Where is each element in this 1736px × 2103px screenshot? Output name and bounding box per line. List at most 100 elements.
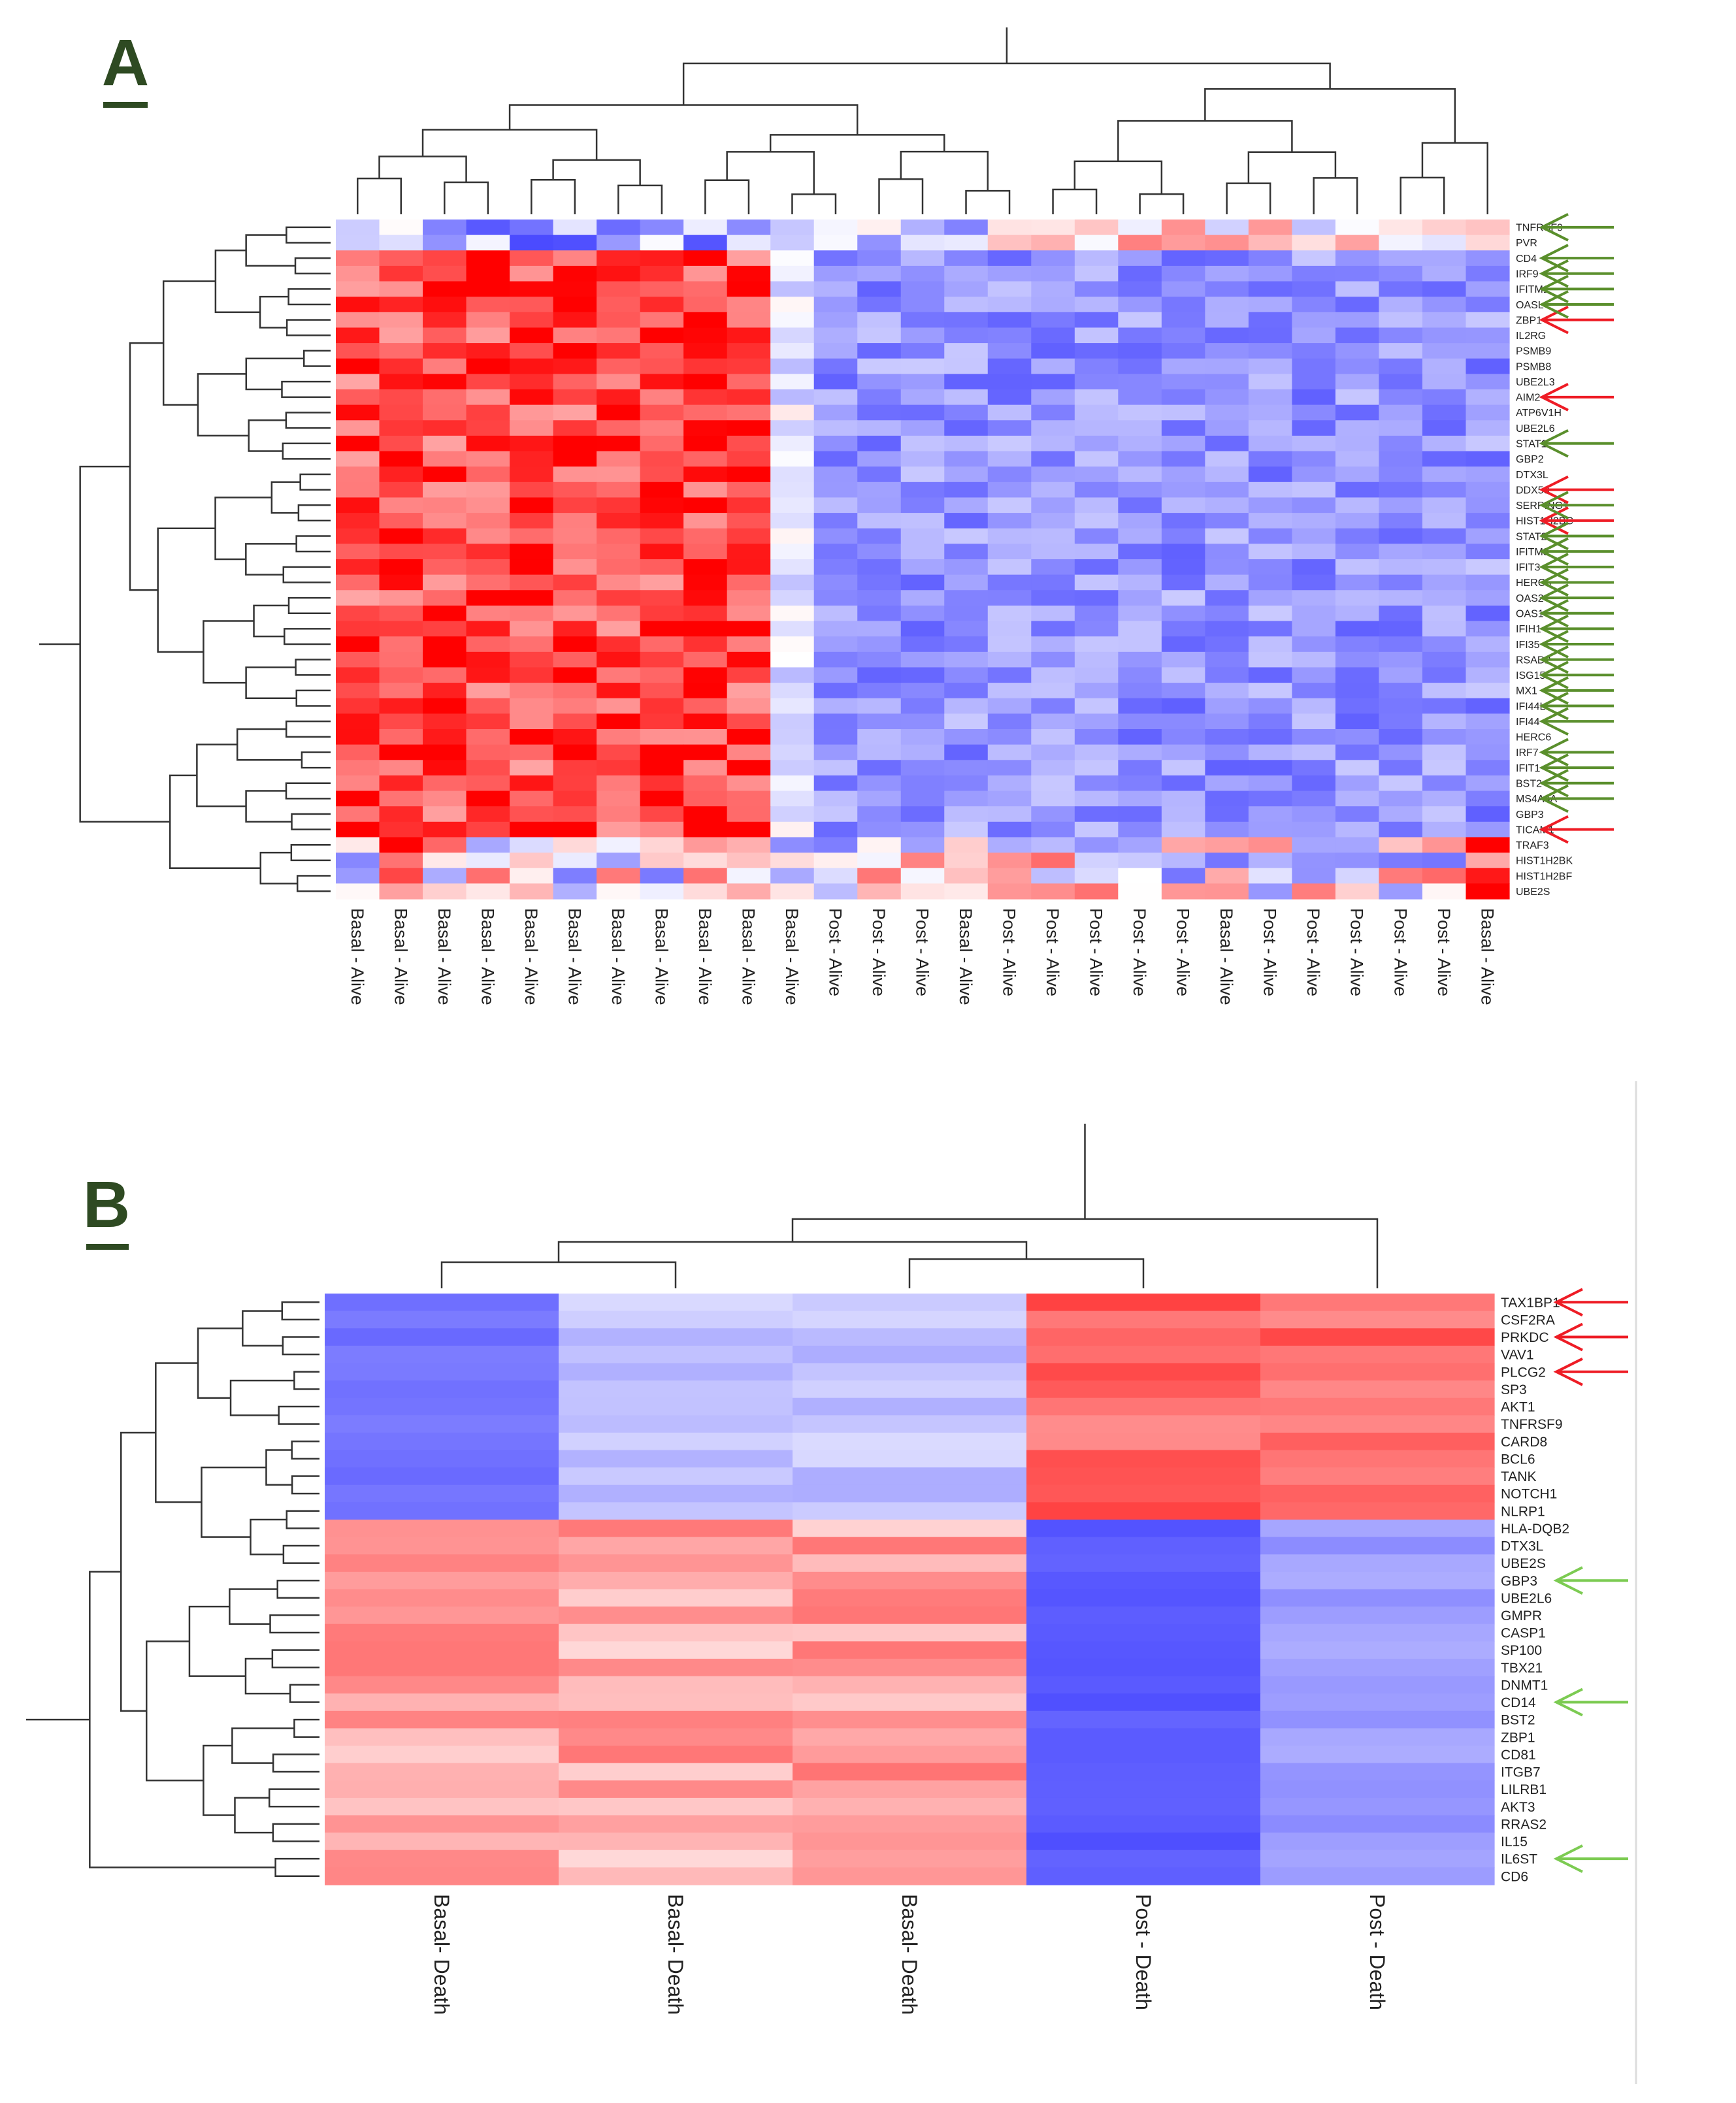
heatmap-cell — [597, 435, 641, 452]
heatmap-cell — [683, 883, 728, 900]
heatmap-cell — [466, 481, 510, 498]
heatmap-cell — [553, 559, 597, 576]
green-arrow-head — [1539, 274, 1569, 304]
heatmap-cell — [857, 312, 902, 329]
heatmap-cell — [1031, 281, 1075, 297]
heatmap-cell — [336, 806, 380, 823]
heatmap-cell — [1031, 528, 1075, 544]
heatmap-cell — [559, 1294, 793, 1312]
heatmap-cell — [987, 281, 1032, 297]
heatmap-cell — [336, 698, 380, 714]
heatmap-cell — [379, 806, 423, 823]
heatmap-cell — [1260, 1676, 1495, 1694]
dendrogram-branch — [1073, 160, 1163, 195]
dendrogram-branch — [769, 134, 945, 152]
heatmap-cell — [336, 775, 380, 792]
heatmap-cell — [793, 1484, 1027, 1503]
dendrogram-branch — [704, 179, 750, 214]
heatmap-cell — [336, 420, 380, 436]
heatmap-cell — [857, 481, 902, 498]
heatmap-cell — [1031, 821, 1075, 838]
heatmap-cell — [944, 837, 989, 853]
heatmap-cell — [1248, 621, 1293, 637]
heatmap-cell — [683, 358, 728, 374]
heatmap-cell — [727, 775, 771, 792]
heatmap-cell — [1248, 853, 1293, 869]
heatmap-cell — [727, 451, 771, 467]
heatmap-cell — [1118, 729, 1162, 745]
column-label: Post - Alive — [1087, 908, 1106, 996]
dendrogram-branch — [265, 1449, 293, 1486]
heatmap-cell — [1161, 420, 1205, 436]
heatmap-cell — [987, 265, 1032, 282]
heatmap-cell — [683, 651, 728, 668]
heatmap-cell — [813, 265, 858, 282]
heatmap-cell — [1335, 235, 1380, 251]
heatmap-cell — [1260, 1571, 1495, 1590]
heatmap-cell — [1466, 883, 1510, 900]
heatmap-cell — [1026, 1328, 1261, 1346]
row-label: PSMB9 — [1516, 346, 1551, 357]
heatmap-cell — [727, 590, 771, 606]
heatmap-cell — [466, 605, 510, 622]
heatmap-cell — [1118, 621, 1162, 637]
heatmap-cell — [987, 667, 1032, 683]
heatmap-cell — [1074, 883, 1119, 900]
red-arrow-head — [1539, 383, 1569, 412]
heatmap-cell — [336, 297, 380, 313]
heatmap-cell — [1161, 744, 1205, 760]
heatmap-cell — [1205, 760, 1249, 776]
heatmap-cell — [1379, 698, 1423, 714]
heatmap-cell — [944, 297, 989, 313]
heatmap-cell — [683, 250, 728, 267]
dendrogram-branch — [244, 1657, 291, 1695]
column-label: Basal- Death — [898, 1894, 921, 2015]
dendrogram-branch — [295, 659, 331, 676]
heatmap-cell — [466, 513, 510, 529]
heatmap-cell — [336, 528, 380, 544]
heatmap-cell — [1031, 220, 1075, 236]
heatmap-cell — [1292, 806, 1336, 823]
heatmap-cell — [1031, 481, 1075, 498]
heatmap-cell — [1074, 621, 1119, 637]
heatmap-cell — [793, 1311, 1027, 1329]
heatmap-cell — [770, 713, 815, 730]
heatmap-cell — [1335, 389, 1380, 406]
heatmap-cell — [1466, 775, 1510, 792]
heatmap-cell — [640, 806, 684, 823]
heatmap-cell — [559, 1328, 793, 1346]
heatmap-cell — [423, 775, 467, 792]
heatmap-cell — [1466, 636, 1510, 653]
column-label: Basal - Alive — [651, 908, 671, 1005]
heatmap-cell — [510, 235, 554, 251]
heatmap-cell — [379, 389, 423, 406]
heatmap-cell — [559, 1589, 793, 1607]
heatmap-cell — [1074, 698, 1119, 714]
heatmap-cell — [1118, 883, 1162, 900]
heatmap-cell — [640, 837, 684, 853]
heatmap-cell — [900, 544, 945, 560]
heatmap-cell — [423, 590, 467, 606]
heatmap-cell — [1031, 806, 1075, 823]
heatmap-cell — [559, 1676, 793, 1694]
heatmap-cell — [770, 621, 815, 637]
heatmap-cell — [1248, 528, 1293, 544]
heatmap-cell — [987, 621, 1032, 637]
heatmap-cell — [423, 497, 467, 514]
heatmap-cell — [597, 389, 641, 406]
heatmap-cell — [559, 1311, 793, 1329]
heatmap-cell — [379, 713, 423, 730]
heatmap-cell — [336, 435, 380, 452]
heatmap-cell — [944, 281, 989, 297]
heatmap-cell — [683, 404, 728, 421]
heatmap-cell — [325, 1467, 559, 1486]
heatmap-cell — [325, 1502, 559, 1520]
heatmap-cell — [379, 651, 423, 668]
heatmap-cell — [1260, 1537, 1495, 1555]
heatmap-cell — [770, 358, 815, 374]
heatmap-cell — [900, 389, 945, 406]
heatmap-cell — [857, 265, 902, 282]
heatmap-cell — [379, 343, 423, 359]
heatmap-cell — [1422, 312, 1467, 329]
dendrogram-branch — [965, 189, 1011, 214]
